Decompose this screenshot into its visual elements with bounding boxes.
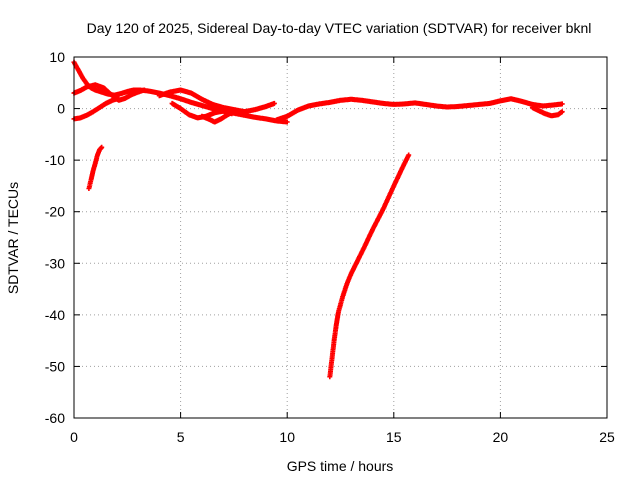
chart-title: Day 120 of 2025, Sidereal Day-to-day VTE…: [87, 20, 592, 36]
y-tick-label: 0: [57, 101, 65, 117]
data-points: [86, 144, 105, 191]
y-axis-label: SDTVAR / TECUs: [5, 182, 21, 294]
x-axis-label: GPS time / hours: [287, 458, 394, 474]
data-points: [327, 152, 412, 380]
data-series: [71, 59, 565, 380]
plot-frame: [73, 56, 608, 419]
series-satellite-arc-6: [199, 109, 237, 125]
x-tick-label: 10: [279, 429, 295, 445]
x-tick-label: 5: [177, 429, 185, 445]
y-tick-label: -20: [45, 204, 65, 220]
series-satellite-arc-9: [529, 105, 565, 119]
series-satellite-arc-4: [156, 87, 277, 115]
y-tick-label: -60: [45, 410, 65, 426]
data-points: [529, 105, 565, 119]
data-points: [274, 96, 565, 123]
x-tick-label: 25: [599, 429, 615, 445]
data-points: [199, 109, 237, 125]
data-points: [156, 87, 277, 115]
x-tick-label: 15: [386, 429, 402, 445]
y-tick-label: -50: [45, 358, 65, 374]
y-tick-label: -30: [45, 255, 65, 271]
y-tick-label: 10: [49, 49, 65, 65]
series-satellite-arc-10: [327, 152, 412, 380]
y-tick-label: -10: [45, 152, 65, 168]
x-tick-label: 20: [493, 429, 509, 445]
series-satellite-arc-7: [86, 144, 105, 191]
y-tick-label: -40: [45, 307, 65, 323]
series-satellite-arc-8: [274, 96, 565, 123]
x-tick-label: 0: [70, 429, 78, 445]
axes: 0 5 10 15 20 25 -60 -50 -40 -30 -20 -10 0 10: [45, 49, 615, 445]
